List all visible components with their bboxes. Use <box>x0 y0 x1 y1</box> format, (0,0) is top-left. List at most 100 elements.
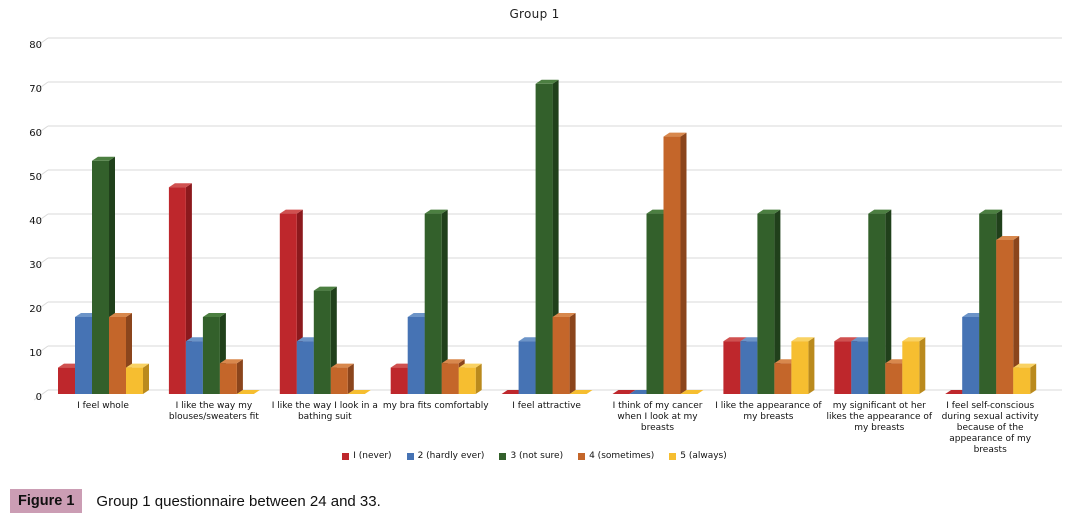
gridline-riser <box>33 125 49 137</box>
x-axis-category-label: I like the way I look in a bathing suit <box>271 401 378 422</box>
bar-side-4-3 <box>475 363 482 394</box>
bar-top-2-3 <box>424 209 448 214</box>
x-axis-category-label: I feel whole <box>77 401 129 411</box>
gridline-riser <box>33 81 49 93</box>
bar-0-3 <box>390 367 408 394</box>
bar-3-0 <box>109 317 126 394</box>
legend-item: 3 (not sure) <box>499 451 563 461</box>
bar-top-3-3 <box>441 359 465 364</box>
bar-1-6 <box>740 341 758 394</box>
bar-4-8 <box>1013 367 1031 394</box>
bar-2-2 <box>313 290 331 394</box>
bar-1-2 <box>296 341 314 394</box>
bar-1-7 <box>851 341 869 394</box>
bar-4-2 <box>347 390 371 394</box>
bar-top-2-4 <box>535 79 559 84</box>
bar-side-3-4 <box>569 313 576 394</box>
bar-side-3-5 <box>680 132 687 394</box>
bar-side-4-0 <box>143 363 149 394</box>
bar-1-0 <box>75 317 92 394</box>
x-axis-category-label: I think of my cancer when I look at my b… <box>612 401 703 433</box>
gridline-riser <box>33 345 49 357</box>
bar-2-6 <box>757 213 775 394</box>
bar-2-4 <box>535 83 553 395</box>
bar-top-3-2 <box>330 363 354 368</box>
bar-0-1 <box>168 187 186 394</box>
bar-2-5 <box>646 213 664 394</box>
bar-4-1 <box>236 390 260 394</box>
bar-side-2-6 <box>774 209 781 394</box>
gridline-riser <box>33 389 49 401</box>
bar-top-2-8 <box>979 209 1003 214</box>
y-axis-tick-label: 30 <box>29 260 42 271</box>
legend-label: 3 (not sure) <box>510 451 564 461</box>
bar-top-4-6 <box>791 337 815 342</box>
bar-top-4-3 <box>458 363 482 368</box>
bar-side-4-8 <box>1030 363 1037 394</box>
gridline-riser <box>33 213 49 225</box>
bar-side-2-7 <box>885 209 892 394</box>
bar-4-6 <box>791 341 809 394</box>
bar-top-3-5 <box>663 132 687 137</box>
legend-item: I (never) <box>342 451 392 461</box>
bar-0-2 <box>279 213 297 394</box>
bar-chart: Group 1 0 10 20 30 40 50 60 70 80 I feel whole I … <box>0 7 1069 461</box>
legend-label: 5 (always) <box>680 451 727 461</box>
bar-3-3 <box>441 363 459 394</box>
bar-top-2-0 <box>92 156 115 161</box>
gridline-riser <box>33 301 49 313</box>
bar-top-2-1 <box>202 313 226 317</box>
bar-1-8 <box>962 317 980 394</box>
bar-top-3-0 <box>109 313 132 317</box>
bar-top-3-1 <box>219 359 243 364</box>
bar-top-3-8 <box>996 236 1020 240</box>
y-axis-tick-label: 10 <box>29 348 42 359</box>
bar-side-3-2 <box>347 363 354 394</box>
bar-1-4 <box>518 341 536 394</box>
y-axis-tick-label: 50 <box>29 172 42 183</box>
bar-side-3-1 <box>236 359 243 394</box>
bar-side-4-7 <box>919 337 926 394</box>
gridline-riser <box>33 169 49 181</box>
legend-swatch-icon <box>342 452 350 460</box>
figure-caption: Figure 1 Group 1 questionnaire between 2… <box>10 489 381 513</box>
x-axis-category-label: I feel self-conscious during sexual acti… <box>941 401 1039 455</box>
y-axis-tick-label: 80 <box>29 40 42 51</box>
bar-0-5 <box>612 390 636 394</box>
figure-caption-text: Group 1 questionnaire between 24 and 33. <box>96 492 381 510</box>
bar-top-2-2 <box>313 286 337 291</box>
y-axis-tick-label: 60 <box>29 128 42 139</box>
legend-item: 4 (sometimes) <box>578 451 654 461</box>
legend-item: 5 (always) <box>669 451 727 461</box>
bar-3-5 <box>663 136 681 394</box>
bar-top-2-7 <box>868 209 892 214</box>
figure-number-badge: Figure 1 <box>10 489 83 513</box>
bar-3-8 <box>996 240 1014 394</box>
bar-4-5 <box>680 390 704 394</box>
bar-top-4-7 <box>902 337 926 342</box>
bar-4-7 <box>902 341 920 394</box>
bar-3-7 <box>885 363 903 394</box>
legend: I (never) 2 (hardly ever) 3 (not sure) 4 (s… <box>0 451 1069 461</box>
bar-2-0 <box>92 160 109 394</box>
bar-3-1 <box>219 363 237 394</box>
y-axis-tick-label: 70 <box>29 84 42 95</box>
bar-0-0 <box>58 367 75 394</box>
bar-1-1 <box>185 341 203 394</box>
bar-1-3 <box>407 317 425 394</box>
bar-4-0 <box>126 367 143 394</box>
x-axis-category-label: I feel attractive <box>512 401 581 411</box>
bar-top-4-0 <box>126 363 149 368</box>
bar-top-2-6 <box>757 209 781 214</box>
bar-0-6 <box>723 341 741 394</box>
bar-3-2 <box>330 367 348 394</box>
x-axis-category-label: my bra fits comfortably <box>382 401 489 411</box>
plot-area <box>33 37 1062 401</box>
bar-top-4-8 <box>1013 363 1037 368</box>
legend-label: 2 (hardly ever) <box>417 451 485 461</box>
bar-4-4 <box>569 390 593 394</box>
bar-2-8 <box>979 213 997 394</box>
bar-3-4 <box>552 317 570 394</box>
bar-3-6 <box>774 363 792 394</box>
